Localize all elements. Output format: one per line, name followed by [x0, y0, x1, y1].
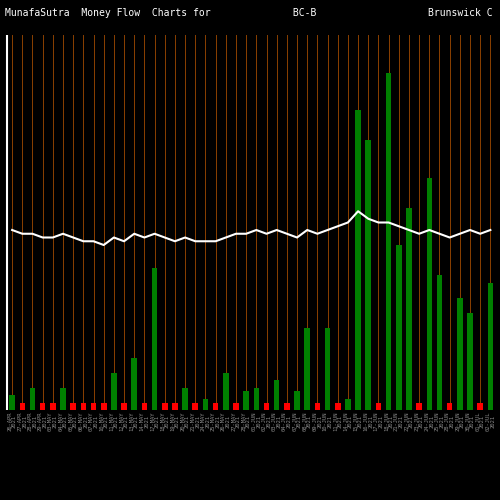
Bar [30, 388, 36, 410]
Bar [286, 402, 288, 410]
Bar [254, 388, 259, 410]
Bar [164, 402, 166, 410]
Bar [233, 402, 239, 410]
Bar [144, 402, 146, 410]
Bar [398, 402, 400, 410]
Bar [296, 402, 298, 410]
Bar [428, 402, 430, 410]
Bar [406, 208, 412, 410]
Bar [276, 402, 278, 410]
Bar [174, 402, 176, 410]
Bar [11, 402, 13, 410]
Bar [426, 178, 432, 410]
Bar [378, 402, 380, 410]
Bar [192, 402, 198, 410]
Bar [244, 391, 249, 410]
Bar [306, 402, 308, 410]
Bar [103, 402, 104, 410]
Bar [386, 72, 392, 410]
Bar [376, 402, 381, 410]
Bar [90, 402, 96, 410]
Bar [132, 358, 137, 410]
Bar [388, 402, 390, 410]
Bar [345, 398, 350, 410]
Bar [92, 402, 94, 410]
Bar [467, 312, 473, 410]
Bar [42, 402, 43, 410]
Bar [80, 402, 86, 410]
Bar [152, 268, 158, 410]
Bar [223, 372, 228, 410]
Bar [274, 380, 280, 410]
Bar [111, 372, 116, 410]
Bar [72, 402, 74, 410]
Bar [213, 402, 218, 410]
Bar [264, 402, 270, 410]
Bar [82, 402, 84, 410]
Bar [62, 402, 64, 410]
Bar [70, 402, 76, 410]
Bar [316, 402, 318, 410]
Bar [314, 402, 320, 410]
Bar [245, 402, 247, 410]
Bar [184, 402, 186, 410]
Bar [52, 402, 54, 410]
Bar [162, 402, 168, 410]
Bar [60, 388, 66, 410]
Bar [436, 275, 442, 410]
Bar [40, 402, 46, 410]
Bar [122, 402, 127, 410]
Bar [347, 402, 349, 410]
Bar [294, 391, 300, 410]
Bar [22, 402, 23, 410]
Bar [32, 402, 34, 410]
Bar [266, 402, 268, 410]
Text: MunafaSutra  Money Flow  Charts for              BC-B                   Brunswic: MunafaSutra Money Flow Charts for BC-B B… [5, 8, 492, 18]
Bar [337, 402, 338, 410]
Bar [408, 402, 410, 410]
Bar [225, 402, 226, 410]
Bar [478, 402, 483, 410]
Bar [335, 402, 340, 410]
Bar [50, 402, 56, 410]
Bar [396, 245, 402, 410]
Bar [154, 402, 156, 410]
Bar [204, 402, 206, 410]
Bar [101, 402, 106, 410]
Bar [214, 402, 216, 410]
Bar [284, 402, 290, 410]
Bar [480, 402, 481, 410]
Bar [438, 402, 440, 410]
Bar [20, 402, 25, 410]
Bar [357, 402, 359, 410]
Bar [326, 402, 328, 410]
Bar [449, 402, 450, 410]
Bar [356, 110, 361, 410]
Bar [256, 402, 258, 410]
Bar [366, 140, 371, 410]
Bar [172, 402, 178, 410]
Bar [182, 388, 188, 410]
Bar [134, 402, 135, 410]
Bar [457, 298, 462, 410]
Bar [304, 328, 310, 410]
Bar [488, 282, 493, 410]
Bar [469, 402, 471, 410]
Bar [235, 402, 237, 410]
Bar [459, 402, 461, 410]
Bar [490, 402, 492, 410]
Bar [142, 402, 147, 410]
Bar [416, 402, 422, 410]
Bar [447, 402, 452, 410]
Bar [325, 328, 330, 410]
Bar [202, 398, 208, 410]
Bar [368, 402, 369, 410]
Bar [113, 402, 115, 410]
Bar [418, 402, 420, 410]
Bar [123, 402, 125, 410]
Bar [194, 402, 196, 410]
Bar [10, 395, 15, 410]
